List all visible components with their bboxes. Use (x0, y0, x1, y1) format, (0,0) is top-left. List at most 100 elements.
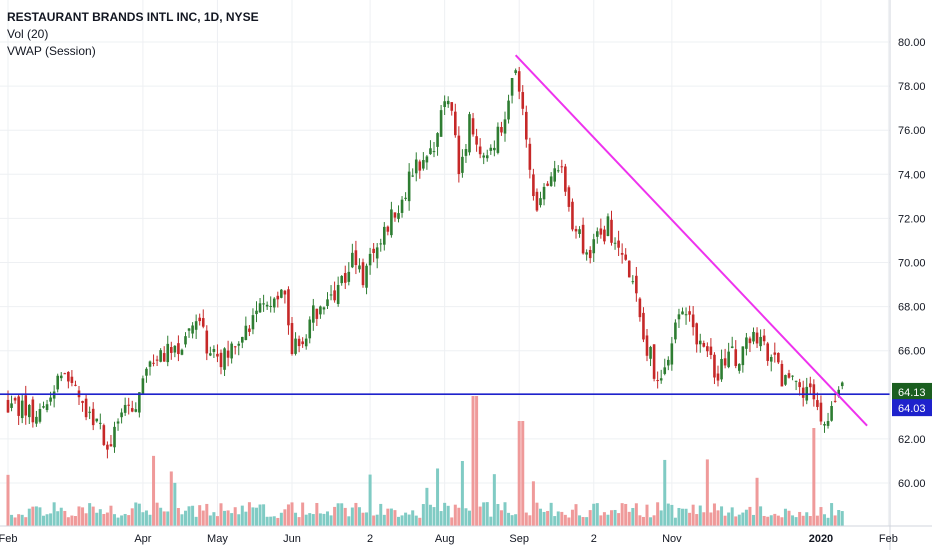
candle-body (425, 156, 429, 163)
volume-bar (6, 474, 10, 526)
price-axis[interactable]: 80.00 78.00 76.00 74.00 72.00 70.00 68.00 66.00… (889, 0, 932, 550)
volume-bar (588, 510, 592, 526)
volume-bar (819, 507, 823, 526)
candle-body (819, 402, 823, 422)
vwap-indicator-label[interactable]: VWAP (Session) (7, 44, 96, 58)
volume-bar (659, 510, 663, 526)
price-tick-label: 68.00 (898, 302, 926, 314)
volume-bar (812, 428, 816, 526)
volume-indicator-label[interactable]: Vol (20) (7, 27, 49, 41)
candle-body (390, 209, 393, 236)
volume-bar (290, 502, 294, 526)
candle-body (138, 392, 141, 413)
volume-bar (805, 512, 809, 526)
volume-bar (244, 511, 248, 526)
volume-bar (808, 516, 812, 526)
candle-body (219, 352, 223, 368)
candle-body (258, 303, 262, 313)
overlays (0, 54, 890, 427)
volume-bar (326, 511, 329, 526)
volume-bar (166, 511, 170, 526)
volume-bar (17, 514, 21, 526)
candle-body (674, 322, 677, 340)
candle-body (454, 111, 457, 136)
volume-bar (66, 517, 70, 526)
volume-bar (663, 459, 667, 526)
volume-bar (457, 507, 461, 526)
volume-bar (464, 508, 468, 526)
candle-body (70, 376, 74, 383)
candle-body (766, 343, 769, 361)
volume-bar (546, 510, 550, 526)
volume-bar (322, 513, 326, 526)
last-price-label-bg (892, 382, 932, 400)
volume-bar (365, 512, 369, 526)
candle-body (109, 444, 113, 447)
volume-bar (581, 517, 585, 526)
time-axis[interactable]: Feb Apr May Jun 2 Aug Sep 2 Nov 2020 Feb (0, 525, 932, 545)
volume-bar (478, 506, 482, 526)
candle-body (695, 323, 698, 345)
candle-body (684, 314, 688, 316)
volume-bar (468, 510, 471, 526)
volume-bar (563, 514, 567, 526)
candle-body (336, 284, 340, 304)
candle-body (635, 275, 638, 294)
candle-body (393, 212, 397, 218)
volume-bar (425, 487, 429, 526)
volume-bar (59, 507, 63, 526)
volume-bar (531, 481, 535, 526)
volume-bar (130, 508, 134, 526)
candle-body (95, 418, 99, 422)
volume-bar (723, 515, 727, 526)
candle-body (361, 262, 365, 286)
candle-body (752, 331, 755, 342)
candle-body (507, 100, 510, 120)
candle-body (13, 398, 17, 401)
time-tick-label: 2 (367, 533, 373, 545)
volume-bar (830, 503, 834, 526)
volume-bar (446, 505, 450, 526)
volume-bar (10, 514, 14, 526)
candle-body (191, 325, 194, 334)
volume-bar (560, 511, 564, 526)
candle-body (304, 338, 308, 347)
candle-body (120, 412, 123, 418)
volume-bar (567, 517, 571, 526)
candle-body (471, 118, 475, 135)
candle-body (730, 346, 734, 348)
grid (0, 0, 890, 526)
candle-body (439, 110, 443, 137)
candle-body (560, 166, 564, 168)
volume-bar (233, 507, 237, 526)
candle-body (567, 187, 571, 207)
candle-body (244, 325, 248, 340)
volume-bar (159, 507, 163, 526)
price-tick-label: 70.00 (898, 258, 926, 270)
candle-body (237, 343, 241, 346)
volume-bar (304, 514, 308, 526)
candle-body (283, 290, 287, 295)
volume-bar (730, 507, 734, 526)
candle-body (461, 156, 464, 173)
candle-body (322, 307, 326, 310)
candle-body (706, 346, 709, 352)
candle-body (837, 389, 840, 397)
candle-body (84, 398, 88, 418)
candle-body (489, 147, 493, 151)
candle-body (698, 340, 702, 345)
candle-body (429, 148, 432, 155)
volume-bar (507, 512, 511, 526)
volume-bar (570, 509, 574, 526)
volume-bar (386, 508, 390, 526)
price-tick-label: 80.00 (898, 37, 926, 49)
candle-body (599, 228, 603, 235)
volume-bar (205, 503, 209, 526)
symbol-title[interactable]: RESTAURANT BRANDS INTL INC, 1D, NYSE (7, 10, 259, 24)
volume-bar (169, 471, 173, 526)
candle-body (116, 421, 120, 424)
volume-bar (34, 506, 38, 526)
volume-bar (702, 512, 706, 526)
volume-bar (148, 514, 152, 526)
